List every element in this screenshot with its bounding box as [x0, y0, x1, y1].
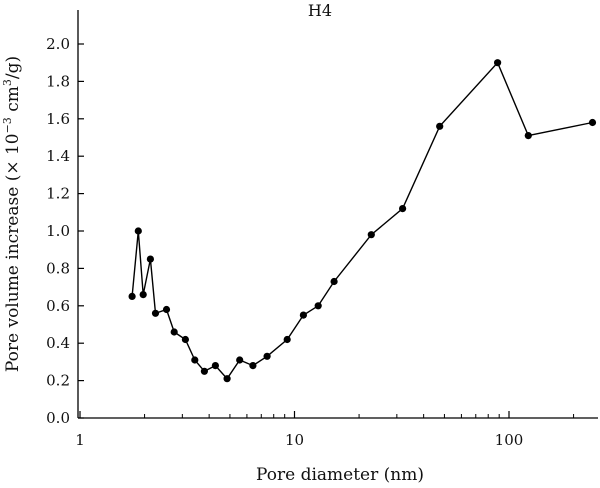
y-tick-label: 1.6	[46, 110, 70, 128]
y-tick-label: 2.0	[46, 35, 70, 53]
y-tick-label: 1.4	[46, 147, 70, 165]
data-point	[223, 375, 231, 383]
axes	[77, 10, 598, 419]
data-point	[211, 362, 219, 370]
series-group	[128, 59, 597, 383]
y-axis-label-end: /g)	[3, 56, 23, 79]
data-point	[191, 356, 199, 364]
data-point	[128, 292, 136, 300]
data-point	[249, 362, 257, 370]
data-point	[139, 291, 147, 299]
data-point	[283, 335, 291, 344]
x-axis-label: Pore diameter (nm)	[256, 465, 424, 485]
data-point	[399, 205, 407, 213]
data-point	[151, 309, 160, 317]
data-point	[494, 59, 502, 67]
data-point	[181, 335, 189, 344]
data-point	[524, 132, 532, 140]
x-tick-label: 10	[285, 431, 304, 449]
y-axis-label-sup2: 3	[1, 79, 14, 86]
data-point	[134, 227, 142, 235]
series-line	[131, 61, 593, 380]
y-axis-label-main: Pore volume increase (× 10	[3, 133, 23, 372]
x-tick-label: 1	[75, 431, 85, 449]
data-point	[170, 328, 178, 336]
y-axis-label-mid: cm	[3, 86, 23, 117]
data-point	[314, 302, 322, 310]
y-tick-label: 0.4	[46, 334, 70, 352]
y-tick-label: 0.2	[46, 372, 70, 390]
y-tick-label: 0.6	[46, 297, 70, 315]
x-tick-label: 100	[495, 431, 524, 449]
data-point	[162, 305, 171, 314]
y-tick-label: 1.0	[46, 222, 70, 240]
data-point	[236, 356, 244, 364]
tick-group: 0.0 0.2 0.4 0.6 0.8 1.0 1.2 1.4 1.6 1.8 2.0 1 10 100	[46, 35, 575, 449]
data-point	[436, 122, 444, 130]
data-point	[263, 352, 271, 360]
data-point	[330, 277, 338, 286]
data-point	[367, 231, 375, 239]
data-point	[200, 367, 208, 375]
y-tick-label: 1.2	[46, 185, 70, 203]
data-point	[299, 311, 307, 319]
y-axis-label: Pore volume increase (× 10−3 cm3/g)	[1, 56, 23, 372]
y-tick-label: 1.8	[46, 72, 70, 90]
y-axis-label-sup: −3	[1, 117, 14, 133]
data-point	[146, 255, 154, 263]
y-tick-label: 0.0	[46, 409, 70, 427]
data-point	[588, 118, 597, 127]
chart-title: H4	[308, 1, 332, 20]
y-tick-label: 0.8	[46, 259, 70, 277]
